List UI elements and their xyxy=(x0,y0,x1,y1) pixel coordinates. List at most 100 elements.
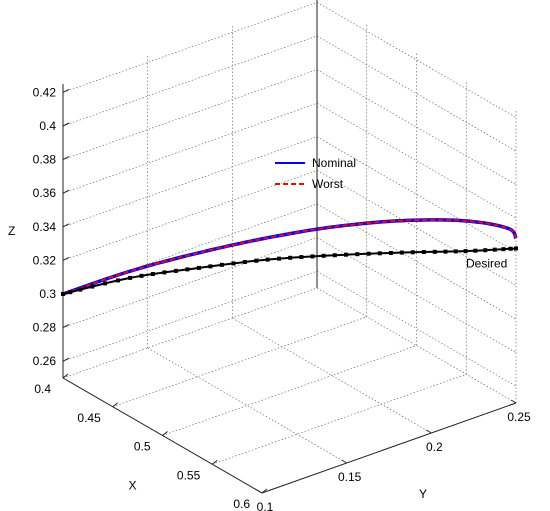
series-desired-marker xyxy=(453,249,458,254)
legend-layer: Nominal Worst xyxy=(275,156,356,191)
x-tick-label: 0.55 xyxy=(177,468,201,482)
z-tick-mark xyxy=(62,223,70,228)
series-desired-marker xyxy=(310,254,315,259)
legend-label-nominal: Nominal xyxy=(312,156,356,170)
series-desired-marker xyxy=(355,252,360,257)
series-desired-marker xyxy=(162,270,167,275)
y-axis-title: Y xyxy=(419,487,427,501)
series-layer xyxy=(61,218,518,296)
series-desired-marker xyxy=(78,287,83,292)
series-desired-marker xyxy=(377,251,382,256)
series-desired-marker xyxy=(196,265,201,270)
series-desired-marker xyxy=(492,247,497,252)
z-tick-mark xyxy=(62,122,70,127)
y-tick-label: 0.2 xyxy=(426,440,443,454)
z-tick-label: 0.36 xyxy=(33,186,57,200)
series-desired-marker xyxy=(90,284,95,289)
series-desired-marker xyxy=(61,292,65,296)
series-desired-marker xyxy=(128,275,133,280)
series-desired-marker xyxy=(150,272,155,277)
z-tick-mark xyxy=(62,156,70,161)
series-desired-marker xyxy=(265,257,270,262)
z-axis-title: Z xyxy=(8,224,15,238)
series-desired-marker xyxy=(321,253,326,258)
series-desired-marker xyxy=(242,260,247,265)
series-desired-marker xyxy=(443,249,448,254)
z-tick-mark xyxy=(62,88,70,93)
z-tick-mark xyxy=(62,189,70,194)
z-tick-label: 0.4 xyxy=(39,119,56,133)
x-axis-title: X xyxy=(129,479,137,493)
z-tick-label: 0.32 xyxy=(33,253,57,267)
series-worst-line xyxy=(62,218,517,295)
x-tick-label: 0.5 xyxy=(134,440,151,454)
series-desired-marker xyxy=(366,251,371,256)
grid-layer xyxy=(62,0,517,494)
z-tick-label: 0.38 xyxy=(33,153,57,167)
z-tick-mark xyxy=(62,256,70,261)
grid-line-z-left xyxy=(62,136,318,228)
grid-line-z-left xyxy=(62,203,318,295)
grid-line-x-floor xyxy=(62,287,318,379)
grid-line-z-left xyxy=(62,237,318,328)
x-tick-label: 0.45 xyxy=(77,411,101,425)
y-tick-mark xyxy=(426,429,432,434)
grid-line-z-left xyxy=(62,102,318,194)
series-desired-marker xyxy=(103,281,108,286)
series-desired-marker xyxy=(399,250,404,255)
series-desired-marker xyxy=(344,252,349,257)
series-desired-marker xyxy=(501,247,506,252)
axis-layer xyxy=(62,0,517,494)
y-tick-label: 0.25 xyxy=(507,410,531,424)
series-desired-marker xyxy=(173,268,178,273)
x-tick-label: 0.6 xyxy=(233,497,250,511)
z-tick-label: 0.42 xyxy=(33,85,57,99)
series-desired-marker xyxy=(116,278,121,283)
series-desired-marker xyxy=(410,250,415,255)
z-tick-mark xyxy=(62,357,70,362)
z-tick-label: 0.34 xyxy=(33,220,57,234)
grid-line-z-left xyxy=(62,69,318,160)
x-tick-mark xyxy=(211,459,218,465)
legend-label-worst: Worst xyxy=(312,177,344,191)
series-desired-marker xyxy=(231,261,236,266)
series-desired-marker xyxy=(483,248,488,253)
grid-line-z-left xyxy=(62,2,318,93)
x-tick-mark xyxy=(162,431,168,436)
x-tick-mark xyxy=(261,488,268,494)
x-tick-mark xyxy=(62,373,69,379)
y-tick-mark xyxy=(256,489,263,494)
series-desired-marker xyxy=(185,267,190,272)
series-desired-marker xyxy=(139,273,144,278)
series-desired-marker xyxy=(332,253,337,258)
z-tick-label: 0.3 xyxy=(39,287,56,301)
annotation-desired: Desired xyxy=(466,256,507,270)
grid-line-z-left xyxy=(62,170,318,261)
series-desired-marker xyxy=(299,255,304,260)
x-tick-label: 0.4 xyxy=(34,382,51,396)
series-desired-marker xyxy=(388,250,393,255)
series-desired-marker xyxy=(508,246,513,251)
grid-line-y-floor xyxy=(147,347,347,464)
series-desired-marker xyxy=(208,264,213,269)
grid-line-z-left xyxy=(62,270,318,362)
y-tick-mark xyxy=(341,459,347,464)
z-tick-label: 0.28 xyxy=(33,321,57,335)
grid-line-x-floor xyxy=(212,373,467,465)
z-tick-label: 0.26 xyxy=(33,354,57,368)
series-desired-marker xyxy=(254,258,259,263)
y-tick-label: 0.1 xyxy=(257,500,274,511)
grid-line-z-left xyxy=(62,35,318,127)
grid-line-x-floor xyxy=(112,316,367,408)
y-tick-label: 0.15 xyxy=(338,470,362,484)
y-tick-mark xyxy=(510,399,517,404)
series-desired-marker xyxy=(514,246,518,251)
series-desired-marker xyxy=(473,248,478,253)
series-desired-marker xyxy=(219,262,224,267)
y-axis-line xyxy=(261,402,517,494)
x-tick-mark xyxy=(112,402,119,408)
series-desired-marker xyxy=(421,250,426,255)
grid-line-x-floor xyxy=(162,345,417,436)
series-desired-marker xyxy=(68,290,73,295)
